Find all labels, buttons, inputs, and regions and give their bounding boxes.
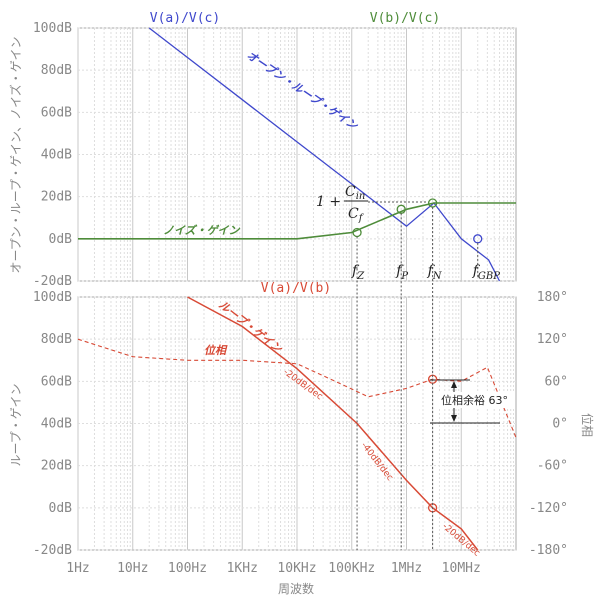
y-tick-label: -60° bbox=[537, 459, 568, 474]
y-tick-label: 60° bbox=[545, 374, 568, 389]
x-tick-label: 10Hz bbox=[117, 561, 148, 576]
bottom-ylabel: ループ・ゲイン bbox=[9, 383, 23, 466]
top-y-ticks: 100dB 80dB 60dB 40dB 20dB 0dB -20dB bbox=[33, 21, 72, 289]
bottom-x-ticks: 1Hz 10Hz 100Hz 1KHz 10KHz 100KHz 1MHz 10MHz bbox=[66, 561, 481, 576]
legend-series-vb-vc: V(b)/V(c) bbox=[370, 11, 440, 26]
y-tick-label: 20dB bbox=[41, 459, 72, 474]
phase-line bbox=[77, 338, 517, 438]
phase-label: 位相 bbox=[204, 344, 228, 357]
y-tick-label: 40dB bbox=[41, 417, 72, 432]
y-tick-label: 100dB bbox=[33, 290, 72, 305]
y-tick-label: 0dB bbox=[49, 501, 73, 516]
noise-gain-line bbox=[78, 202, 516, 240]
bottom-grid bbox=[77, 296, 516, 551]
noise-gain-formula: 1 + Cin Cf bbox=[316, 184, 428, 224]
formula-numerator: Cin bbox=[345, 184, 365, 202]
y-tick-label: 20dB bbox=[41, 190, 72, 205]
y-tick-label: 60dB bbox=[41, 374, 72, 389]
loop-gain-line bbox=[187, 296, 479, 551]
formula-denominator: Cf bbox=[348, 206, 365, 224]
top-panel: 100dB 80dB 60dB 40dB 20dB 0dB -20dB オープン・ループ・ゲ… bbox=[8, 11, 517, 289]
y-tick-label: -20dB bbox=[33, 274, 72, 289]
bottom-y2label: 位相 bbox=[580, 413, 595, 437]
y-tick-label: 0dB bbox=[49, 232, 73, 247]
marker-label-fp: fP bbox=[395, 263, 408, 282]
phase-margin-label: 位相余裕 63° bbox=[441, 393, 508, 407]
phase-margin-annotation: 位相余裕 63° bbox=[430, 379, 514, 424]
x-tick-label: 10MHz bbox=[442, 561, 481, 576]
formula-one-plus: 1 + bbox=[316, 194, 341, 210]
x-tick-label: 100Hz bbox=[168, 561, 207, 576]
noise-gain-label: ノイズ・ゲイン bbox=[163, 224, 240, 237]
bottom-y-ticks: 100dB 80dB 60dB 40dB 20dB 0dB -20dB bbox=[33, 290, 72, 558]
y-tick-label: 80dB bbox=[41, 63, 72, 78]
top-ylabel: オープン・ループ・ゲイン、ノイズ・ゲイン bbox=[8, 36, 23, 273]
bottom-y2-ticks: 180° 120° 60° 0° -60° -120° -180° bbox=[529, 290, 568, 558]
open-loop-gain-line bbox=[148, 27, 501, 282]
y-tick-label: 60dB bbox=[41, 105, 72, 120]
x-tick-label: 1Hz bbox=[66, 561, 89, 576]
y-tick-label: 100dB bbox=[33, 21, 72, 36]
marker-label-fn: fN bbox=[427, 263, 443, 282]
y-tick-label: -120° bbox=[529, 501, 568, 516]
y-tick-label: 40dB bbox=[41, 148, 72, 163]
y-tick-label: -180° bbox=[529, 543, 568, 558]
marker-label-fz: fZ bbox=[351, 263, 365, 282]
y-tick-label: 120° bbox=[537, 332, 568, 347]
x-axis-label: 周波数 bbox=[278, 581, 314, 596]
x-tick-label: 1MHz bbox=[391, 561, 422, 576]
top-marker-labels: fZ fP fN fGBP bbox=[351, 263, 500, 282]
marker-label-fgbp: fGBP bbox=[472, 263, 501, 282]
x-tick-label: 100KHz bbox=[328, 561, 375, 576]
x-tick-label: 10KHz bbox=[277, 561, 316, 576]
frequency-guides bbox=[356, 206, 479, 550]
y-tick-label: 80dB bbox=[41, 332, 72, 347]
x-tick-label: 1KHz bbox=[227, 561, 258, 576]
y-tick-label: 0° bbox=[552, 417, 568, 432]
bottom-panel: 100dB 80dB 60dB 40dB 20dB 0dB -20dB 180° 120° 60… bbox=[9, 281, 595, 596]
legend-series-va-vb: V(a)/V(b) bbox=[261, 281, 331, 296]
y-tick-label: -20dB bbox=[33, 543, 72, 558]
y-tick-label: 180° bbox=[537, 290, 568, 305]
legend-series-va-vc: V(a)/V(c) bbox=[150, 11, 220, 26]
